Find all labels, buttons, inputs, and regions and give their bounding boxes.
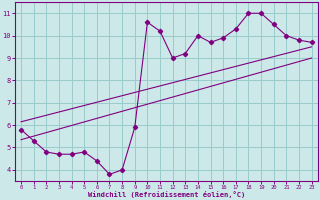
X-axis label: Windchill (Refroidissement éolien,°C): Windchill (Refroidissement éolien,°C) <box>88 191 245 198</box>
